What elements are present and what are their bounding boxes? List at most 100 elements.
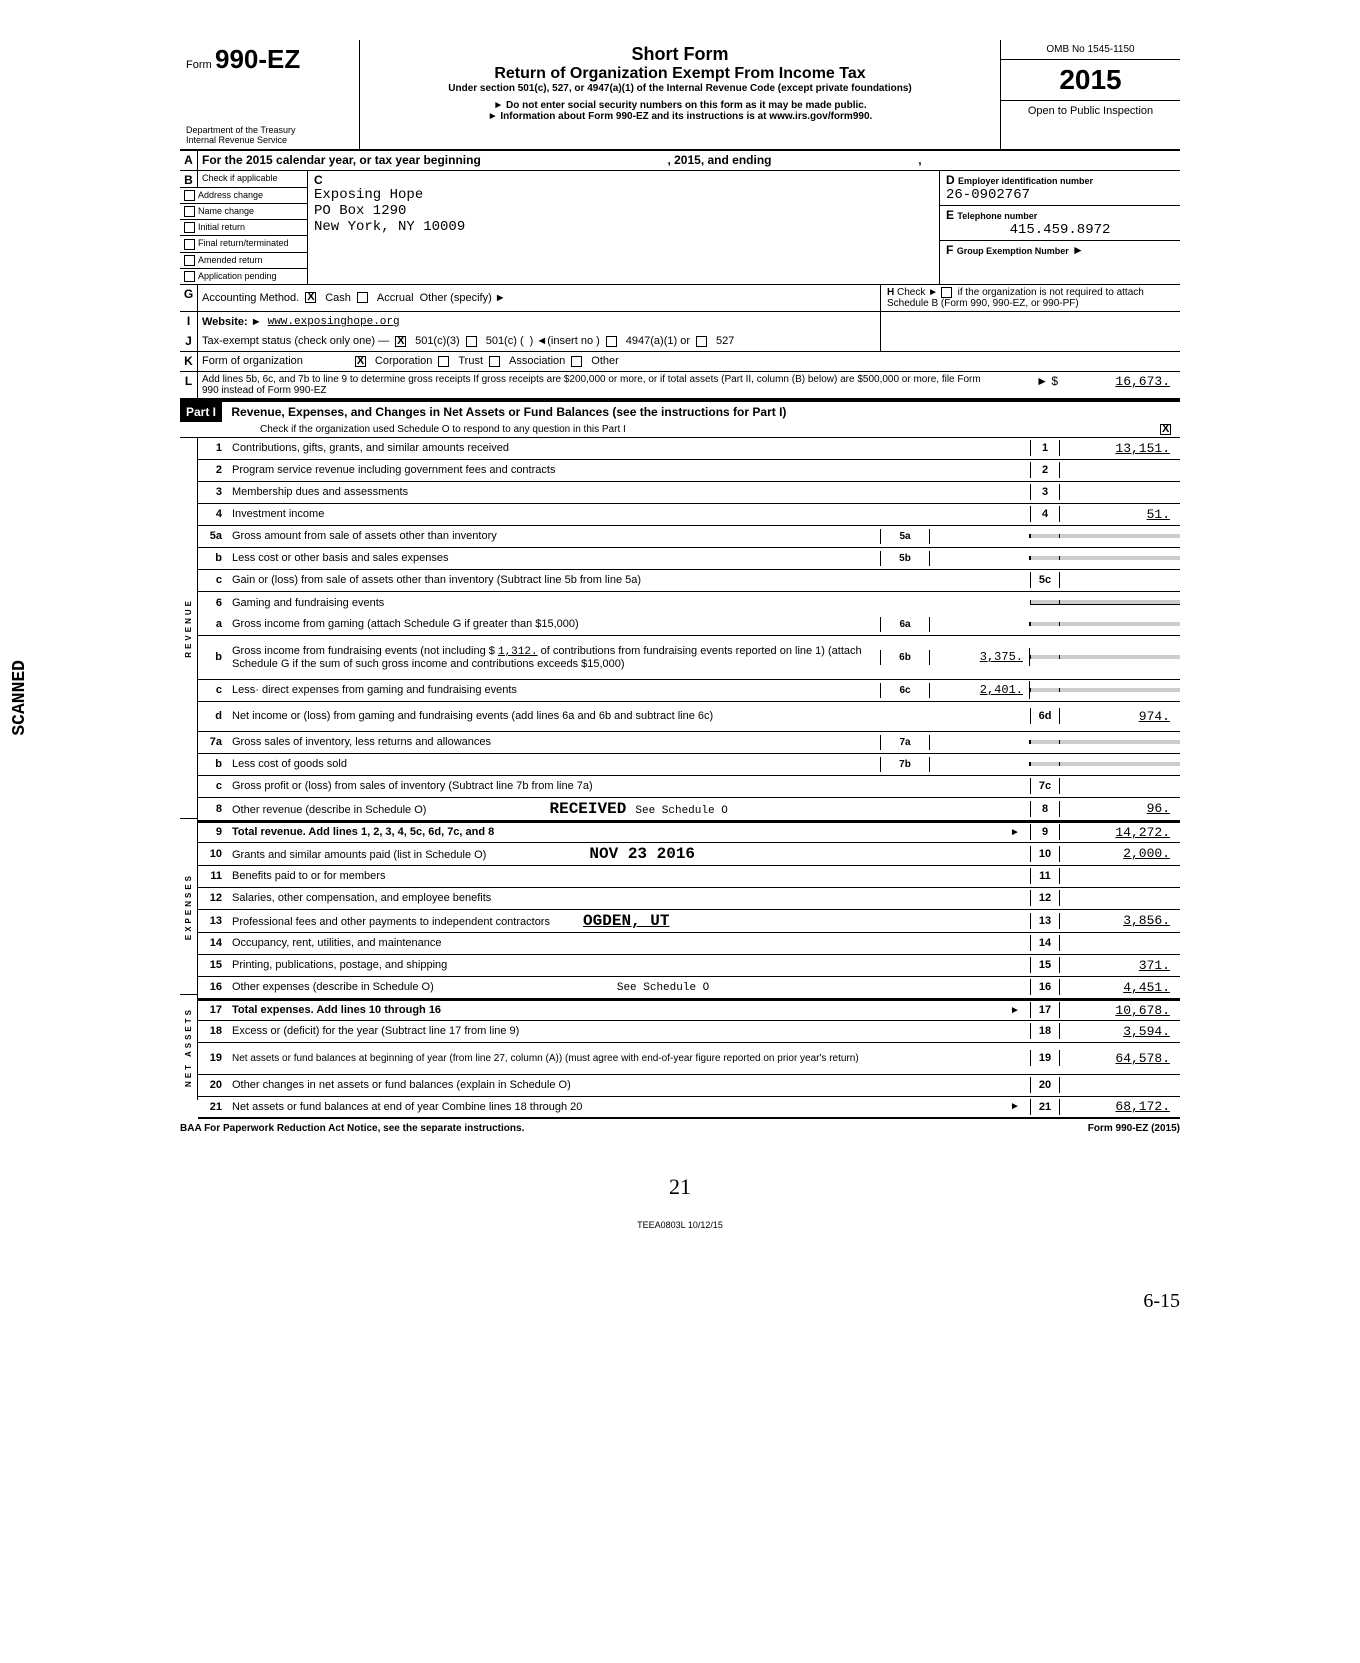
l1-box: 1	[1030, 440, 1060, 456]
cb-pending[interactable]: Application pending	[180, 269, 307, 284]
l8-desc-text: Other revenue (describe in Schedule O)	[232, 804, 426, 816]
line-7a: 7a Gross sales of inventory, less return…	[198, 732, 1180, 754]
k-text: Form of organization	[202, 355, 303, 367]
l16-note: See Schedule O	[617, 982, 709, 994]
open-public: Open to Public Inspection	[1001, 101, 1180, 121]
cb-501c3[interactable]	[395, 336, 406, 347]
j-content: Tax-exempt status (check only one) — 501…	[198, 332, 880, 351]
line-5c: c Gain or (loss) from sale of assets oth…	[198, 570, 1180, 592]
cb-final[interactable]: Final return/terminated	[180, 236, 307, 252]
cb-4947[interactable]	[606, 336, 617, 347]
l21-val: 68,172.	[1060, 1097, 1180, 1116]
cb-trust[interactable]	[438, 356, 449, 367]
l3-num: 3	[198, 486, 228, 498]
cb-addr-change[interactable]: Address change	[180, 188, 307, 204]
l21-arrow: ►	[1010, 1101, 1030, 1112]
cb-amended[interactable]: Amended return	[180, 253, 307, 269]
stamp-date: NOV 23 2016	[589, 845, 695, 863]
l7a-num: 7a	[198, 736, 228, 748]
i-content: Website: ► www.exposinghope.org	[198, 312, 880, 332]
line-18: 18 Excess or (deficit) for the year (Sub…	[198, 1021, 1180, 1043]
l15-val: 371.	[1060, 956, 1180, 975]
line-17: 17 Total expenses. Add lines 10 through …	[198, 999, 1180, 1021]
cb-501c[interactable]	[466, 336, 477, 347]
l3-desc: Membership dues and assessments	[228, 484, 1030, 500]
l6a-sub: 6a	[880, 617, 930, 632]
k-assoc: Association	[509, 355, 565, 367]
phone-value: 415.459.8972	[946, 222, 1174, 238]
cb-schedule-o-part1[interactable]	[1160, 424, 1171, 435]
website-url: www.exposinghope.org	[268, 316, 400, 328]
l9-arrow: ►	[1010, 827, 1030, 838]
dept-treasury: Department of the Treasury	[186, 125, 353, 135]
header-left: Form 990-EZ Department of the Treasury I…	[180, 40, 360, 149]
h-spill	[880, 312, 1180, 332]
l6a-desc: Gross income from gaming (attach Schedul…	[228, 616, 880, 632]
l5b-shade2	[1060, 556, 1180, 560]
l-value: 16,673.	[1060, 372, 1180, 398]
line-1: 1 Contributions, gifts, grants, and simi…	[198, 438, 1180, 460]
part1-sub-row: Check if the organization used Schedule …	[180, 422, 1180, 437]
l5a-num: 5a	[198, 530, 228, 542]
l6c-shade	[1030, 688, 1060, 692]
form-header: Form 990-EZ Department of the Treasury I…	[180, 40, 1180, 151]
cb-accrual[interactable]	[357, 292, 368, 303]
side-labels: REVENUE EXPENSES NET ASSETS	[180, 438, 198, 1119]
cb-527[interactable]	[696, 336, 707, 347]
l21-desc: Net assets or fund balances at end of ye…	[228, 1099, 1010, 1115]
line-6b: b Gross income from fundraising events (…	[198, 636, 1180, 680]
l5a-subval	[930, 534, 1030, 538]
section-e: E Telephone number 415.459.8972	[940, 206, 1180, 241]
l18-val: 3,594.	[1060, 1022, 1180, 1041]
line-7b: b Less cost of goods sold 7b	[198, 754, 1180, 776]
ein-value: 26-0902767	[946, 187, 1174, 203]
l10-val: 2,000.	[1060, 844, 1180, 863]
footer-form: Form 990-EZ (2015)	[1088, 1123, 1180, 1134]
title-short: Short Form	[366, 44, 994, 65]
l18-box: 18	[1030, 1023, 1060, 1039]
l5b-subval	[930, 556, 1030, 560]
cb-assoc[interactable]	[489, 356, 500, 367]
l9-num: 9	[198, 826, 228, 838]
l4-num: 4	[198, 508, 228, 520]
j-501c3: 501(c)(3)	[415, 335, 460, 347]
l5b-sub: 5b	[880, 551, 930, 566]
scanned-stamp: SCANNED	[10, 660, 30, 736]
l11-box: 11	[1030, 868, 1060, 884]
label-g: G	[180, 285, 198, 311]
l6d-box: 6d	[1030, 708, 1060, 724]
l12-box: 12	[1030, 890, 1060, 906]
a-text-3: ,	[918, 153, 921, 167]
l21-box: 21	[1030, 1099, 1060, 1115]
cb-corp[interactable]	[355, 356, 366, 367]
label-i: I	[180, 312, 198, 332]
cb-initial[interactable]: Initial return	[180, 220, 307, 236]
handwritten-page: 21	[180, 1174, 1180, 1200]
ssn-warning: ► Do not enter social security numbers o…	[366, 100, 994, 111]
cb-schedule-b[interactable]	[941, 287, 952, 298]
l7b-sub: 7b	[880, 757, 930, 772]
l6b-num: b	[198, 651, 228, 663]
side-expenses: EXPENSES	[184, 873, 193, 940]
l10-desc: Grants and similar amounts paid (list in…	[228, 843, 1030, 865]
cb-cash[interactable]	[305, 292, 316, 303]
label-j: J	[180, 332, 198, 351]
l6d-num: d	[198, 710, 228, 722]
title-main: Return of Organization Exempt From Incom…	[366, 65, 994, 83]
row-l: L Add lines 5b, 6c, and 7b to line 9 to …	[180, 372, 1180, 400]
header-center: Short Form Return of Organization Exempt…	[360, 40, 1000, 149]
a-text-2: , 2015, and ending	[667, 153, 771, 167]
l7b-num: b	[198, 758, 228, 770]
j-text: Tax-exempt status (check only one) —	[202, 335, 389, 347]
l4-desc: Investment income	[228, 506, 1030, 522]
cb-name-change[interactable]: Name change	[180, 204, 307, 220]
j-4947: 4947(a)(1) or	[626, 335, 690, 347]
l13-num: 13	[198, 915, 228, 927]
org-name: Exposing Hope	[314, 187, 933, 203]
cb-other[interactable]	[571, 356, 582, 367]
line-7c: c Gross profit or (loss) from sales of i…	[198, 776, 1180, 798]
l3-val	[1060, 490, 1180, 494]
l7b-desc: Less cost of goods sold	[228, 756, 880, 772]
label-a: A	[180, 151, 198, 170]
l6a-subval	[930, 622, 1030, 626]
